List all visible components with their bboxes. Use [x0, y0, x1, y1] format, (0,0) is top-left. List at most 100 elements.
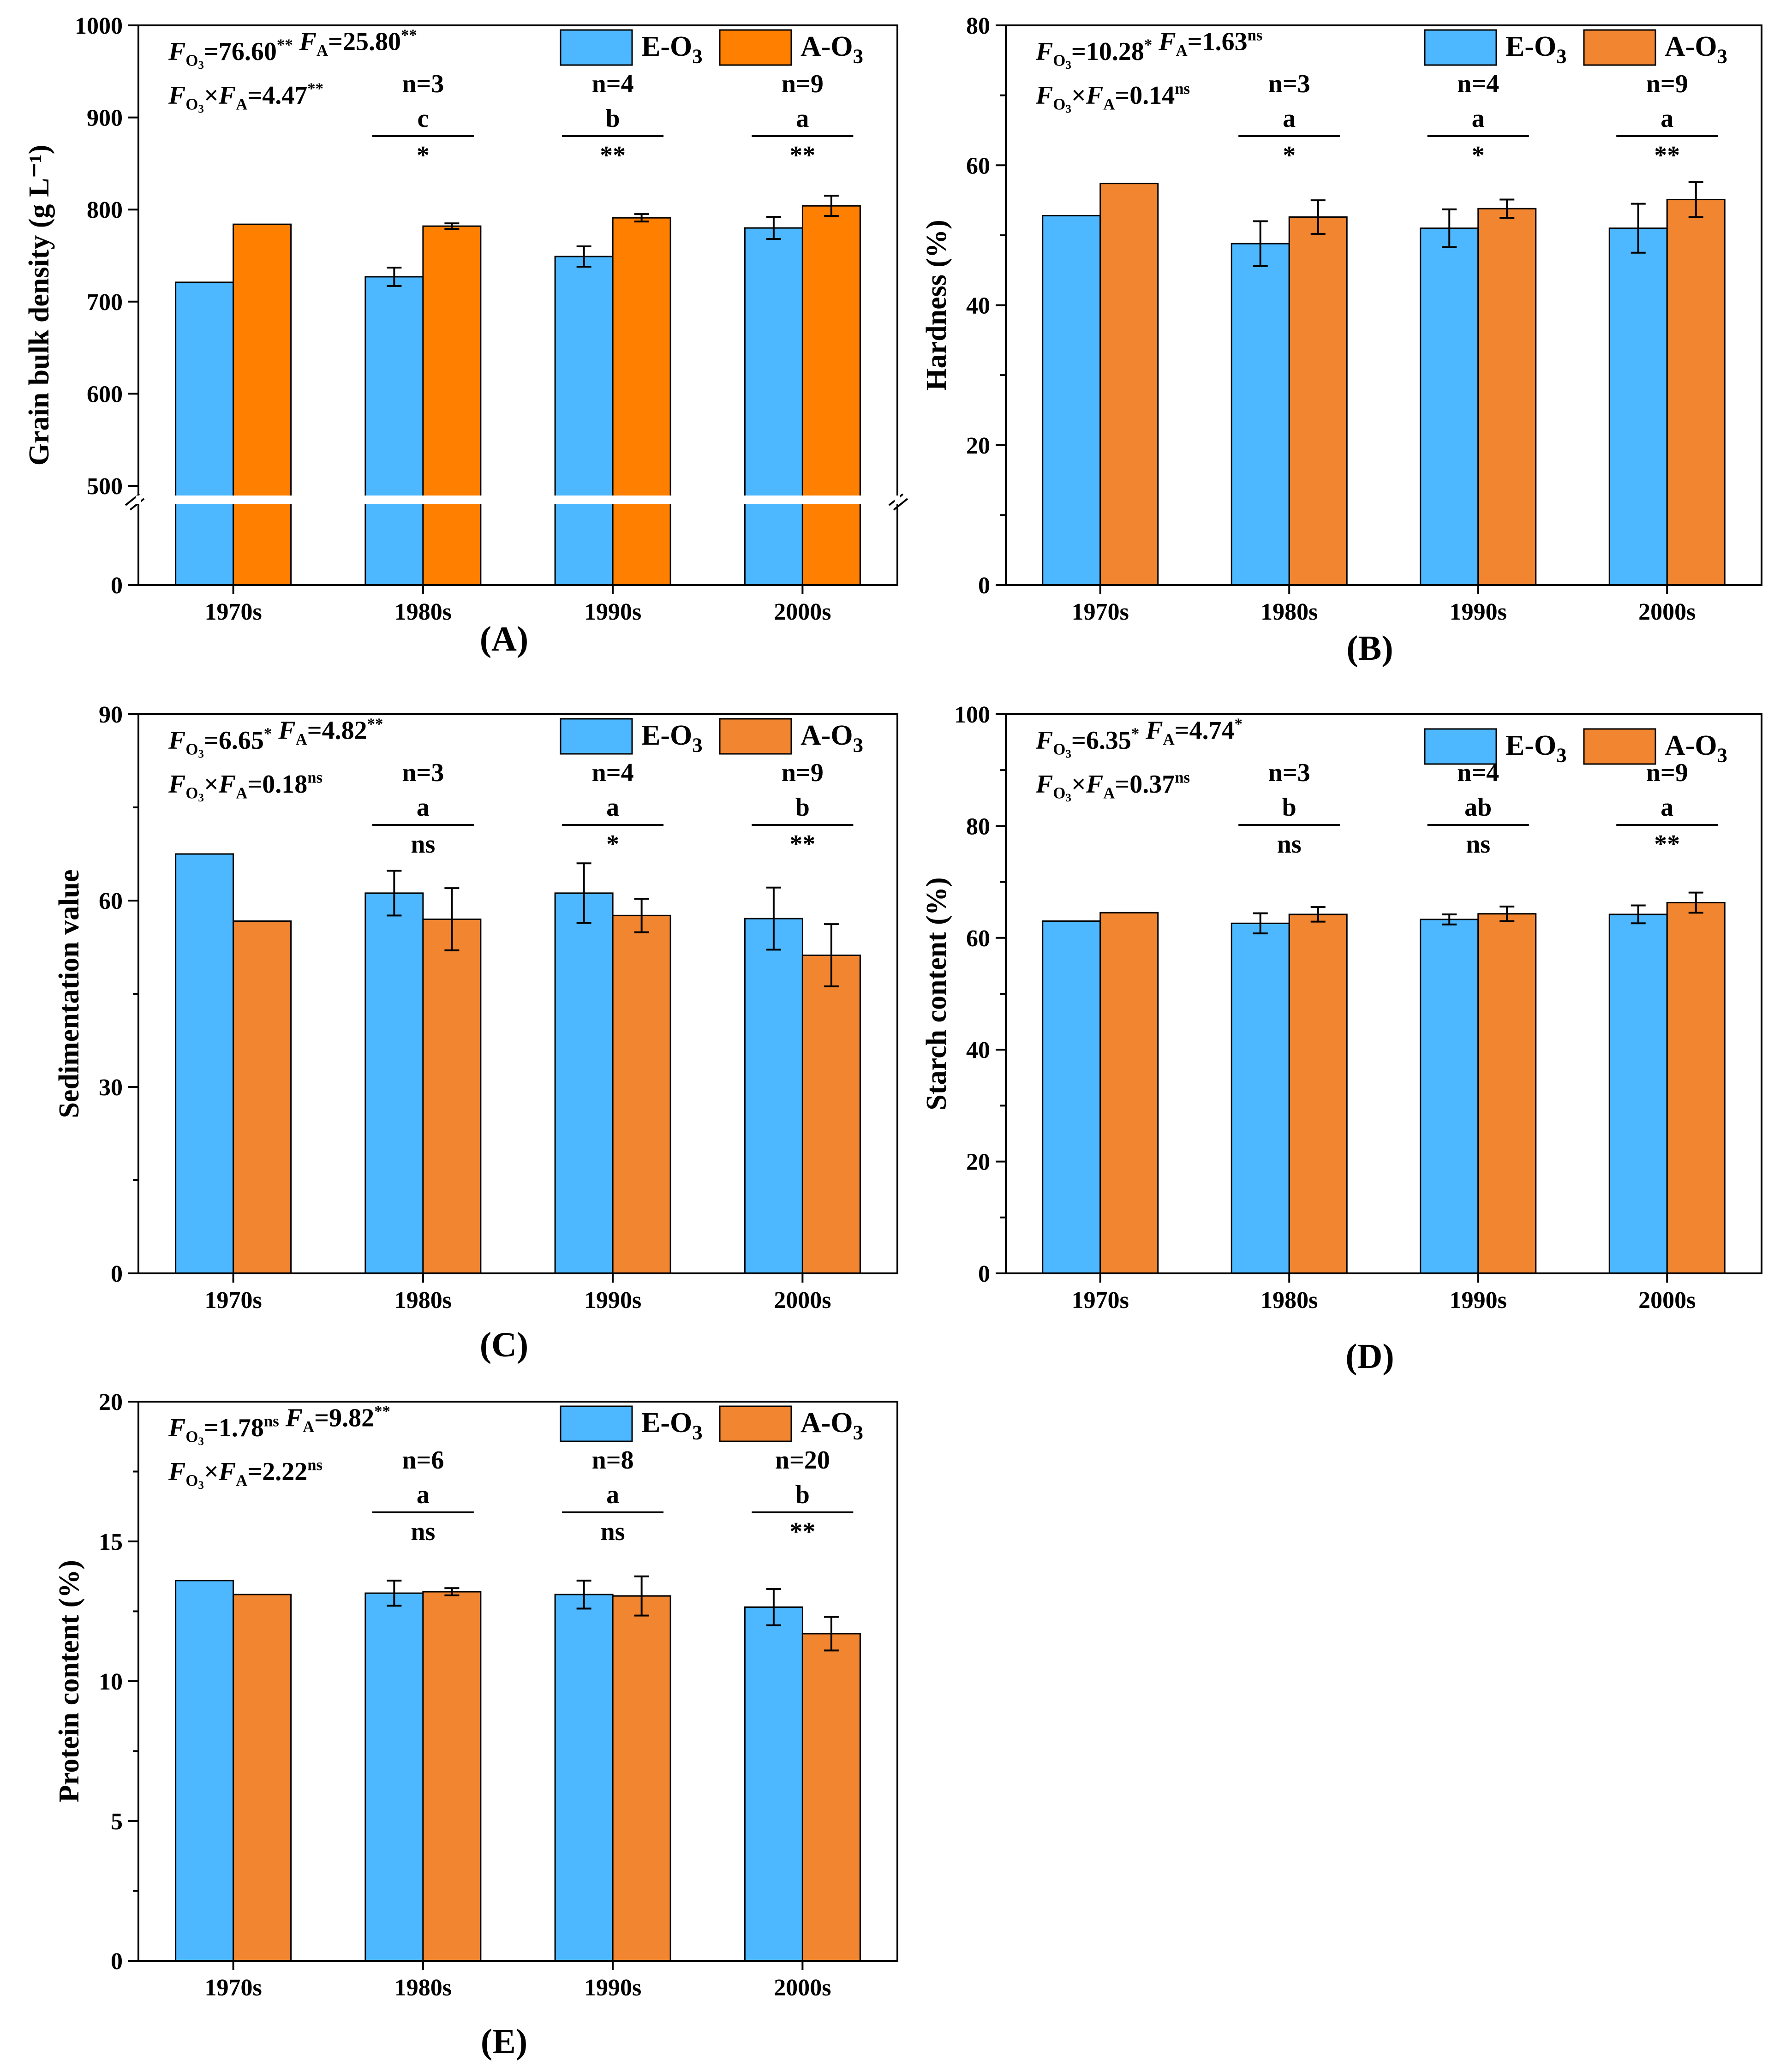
stats-line-2-part: ×: [204, 1457, 219, 1486]
y-tick-label: 600: [87, 381, 123, 407]
x-tick-label: 1980s: [1260, 1287, 1318, 1314]
y-tick-label: 0: [978, 573, 990, 599]
panel-label: (B): [1346, 629, 1393, 668]
bar-a-o3-1980s: [1288, 914, 1348, 1274]
stats-line-1-part: O: [1053, 51, 1065, 69]
legend-label-a-o3-main: A-O: [800, 720, 853, 751]
sample-size-label: n=3: [1268, 70, 1310, 98]
sample-size-label: n=4: [592, 758, 634, 787]
axis-break-gap: [136, 496, 141, 504]
bar-e-o3-2000s: [744, 918, 803, 1274]
stats-line-1-part: =: [204, 37, 219, 66]
stats-line-2-part: ns: [1175, 80, 1190, 98]
stats-line-2-part: 3: [198, 1479, 204, 1492]
stats-line-1-part: =: [1071, 726, 1086, 755]
legend-label-a-o3: A-O3: [1665, 31, 1727, 68]
legend-label-e-o3-sub: 3: [1556, 45, 1566, 68]
legend-swatch-e-o3: [560, 1405, 633, 1442]
stats-line-1-part: F: [168, 37, 185, 66]
significance-letter: b: [1282, 793, 1296, 822]
legend-label-a-o3-main: A-O: [1665, 730, 1717, 761]
stats-line-1-part: **: [277, 36, 293, 54]
legend-swatch-a-o3: [1583, 29, 1656, 66]
sample-size-label: n=20: [775, 1446, 830, 1475]
stats-line-1: FO3=76.60** FA=25.80**: [168, 26, 417, 72]
stats-line-1-part: F: [168, 726, 185, 755]
bar-e-o3-1980s: [364, 1592, 424, 1962]
stats-line-1-part: =: [204, 1414, 219, 1442]
stats-line-1-part: =: [1175, 717, 1189, 745]
stats-line-1-part: **: [374, 1402, 390, 1420]
stats-line-1-part: F: [168, 1414, 185, 1442]
stats-line-1-part: =: [204, 726, 219, 755]
y-axis-label: Hardness (%): [921, 220, 952, 390]
y-tick-label: 20: [966, 433, 990, 459]
stats-line-1-part: 25.80: [343, 28, 401, 56]
bar-a-o3-1990s: [612, 914, 671, 1274]
significance-marker: **: [789, 1517, 815, 1546]
sample-size-label: n=6: [402, 1446, 444, 1475]
significance-letter: b: [795, 793, 810, 822]
significance-letter: ab: [1464, 793, 1492, 822]
stats-line-1-part: 3: [1065, 748, 1071, 760]
significance-marker: **: [789, 830, 815, 859]
y-axis-label: Grain bulk density (g L⁻¹): [24, 145, 55, 466]
x-tick-label: 1970s: [1072, 599, 1129, 625]
stats-line-1-part: [293, 28, 299, 56]
legend-swatch-a-o3: [1583, 728, 1656, 765]
significance-marker: *: [417, 141, 430, 170]
stats-line-2-part: 3: [198, 792, 204, 804]
y-tick-label: 30: [99, 1075, 123, 1101]
bar-a-o3-1970s: [233, 223, 292, 586]
legend-label-e-o3: E-O3: [1505, 730, 1567, 767]
stats-line-1-part: 6.35: [1086, 726, 1131, 755]
stats-line-1-part: 3: [198, 1435, 204, 1448]
bar-e-o3-1980s: [1230, 922, 1290, 1274]
stats-line-1: FO3=1.78ns FA=9.82**: [168, 1402, 390, 1448]
x-tick-label: 2000s: [774, 599, 831, 625]
stats-line-2-part: 0.14: [1129, 81, 1175, 110]
significance-letter: b: [795, 1481, 810, 1509]
y-tick-label: 80: [966, 813, 990, 840]
y-tick-label: 15: [99, 1529, 123, 1555]
stats-line-2-part: 3: [1065, 103, 1071, 115]
stats-line-2-part: F: [168, 770, 185, 799]
stats-line-2-part: 0.37: [1129, 770, 1175, 799]
stats-line-2-part: O: [1053, 784, 1065, 802]
stats-line-1: FO3=6.65* FA=4.82**: [168, 715, 383, 760]
stats-line-1-part: O: [185, 51, 198, 69]
stats-line-1-part: 1.78: [219, 1414, 264, 1442]
stats-line-2-part: A: [236, 784, 247, 802]
stats-line-2-part: 4.47: [262, 81, 307, 110]
y-tick-label: 5: [111, 1809, 123, 1835]
axis-break-mark: [129, 498, 145, 511]
sample-size-label: n=4: [1457, 70, 1499, 98]
stats-line-1-part: [1152, 28, 1159, 56]
x-tick-label: 1970s: [205, 599, 262, 625]
bar-a-o3-1970s: [1099, 912, 1159, 1274]
legend-label-a-o3-sub: 3: [853, 1421, 863, 1444]
axis-break-gap: [895, 496, 900, 504]
y-tick-label: 500: [87, 473, 123, 500]
legend-label-e-o3-sub: 3: [692, 45, 702, 68]
stats-line-2-part: 3: [1065, 792, 1071, 804]
sample-size-label: n=3: [402, 70, 444, 98]
stats-line-2: FO3×FA=0.18ns: [168, 769, 323, 804]
bar-a-o3-1970s: [1099, 183, 1159, 586]
significance-letter: a: [606, 793, 619, 822]
panel-c: 0 30 60 90 1970s 1980s 1990s 2000s Sedimentation…: [54, 702, 898, 1364]
stats-line-2-part: O: [185, 1471, 198, 1489]
significance-marker: *: [1283, 141, 1296, 170]
bar-e-o3-1990s: [1420, 919, 1479, 1274]
stats-line-2-part: F: [1035, 770, 1053, 799]
stats-line-1-part: 3: [198, 59, 204, 72]
panel-b: 0 20 40 60 80 1970s 1980s 1990s 2000s Hardness (%…: [921, 13, 1762, 668]
stats-line-2-part: 0.18: [262, 770, 307, 799]
legend-label-e-o3-sub: 3: [692, 734, 702, 757]
stats-line-2-part: =: [247, 81, 262, 110]
bar-e-o3-1990s: [554, 1594, 614, 1962]
x-tick-label: 1990s: [584, 1287, 641, 1314]
stats-line-2-part: =: [1115, 770, 1129, 799]
stats-line-1-part: F: [285, 1404, 303, 1433]
stats-line-2: FO3×FA=0.14ns: [1035, 80, 1190, 115]
